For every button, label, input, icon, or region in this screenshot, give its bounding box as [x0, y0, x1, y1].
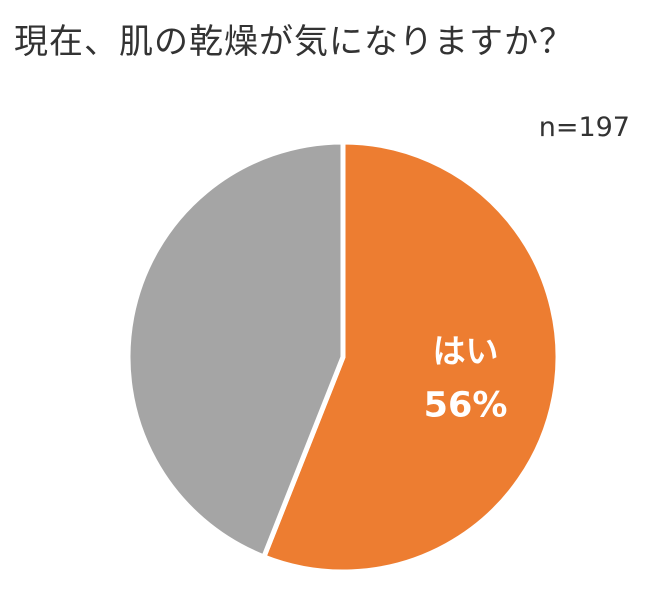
pie-slice-1	[125, 139, 346, 560]
slice-value-label-0: 56%	[424, 385, 508, 425]
slice-label-0: はい	[433, 331, 499, 370]
sample-size-label: n=197	[538, 112, 630, 143]
chart-title: 現在、肌の乾燥が気になりますか？	[14, 22, 574, 62]
pie-slice-0	[261, 139, 561, 575]
